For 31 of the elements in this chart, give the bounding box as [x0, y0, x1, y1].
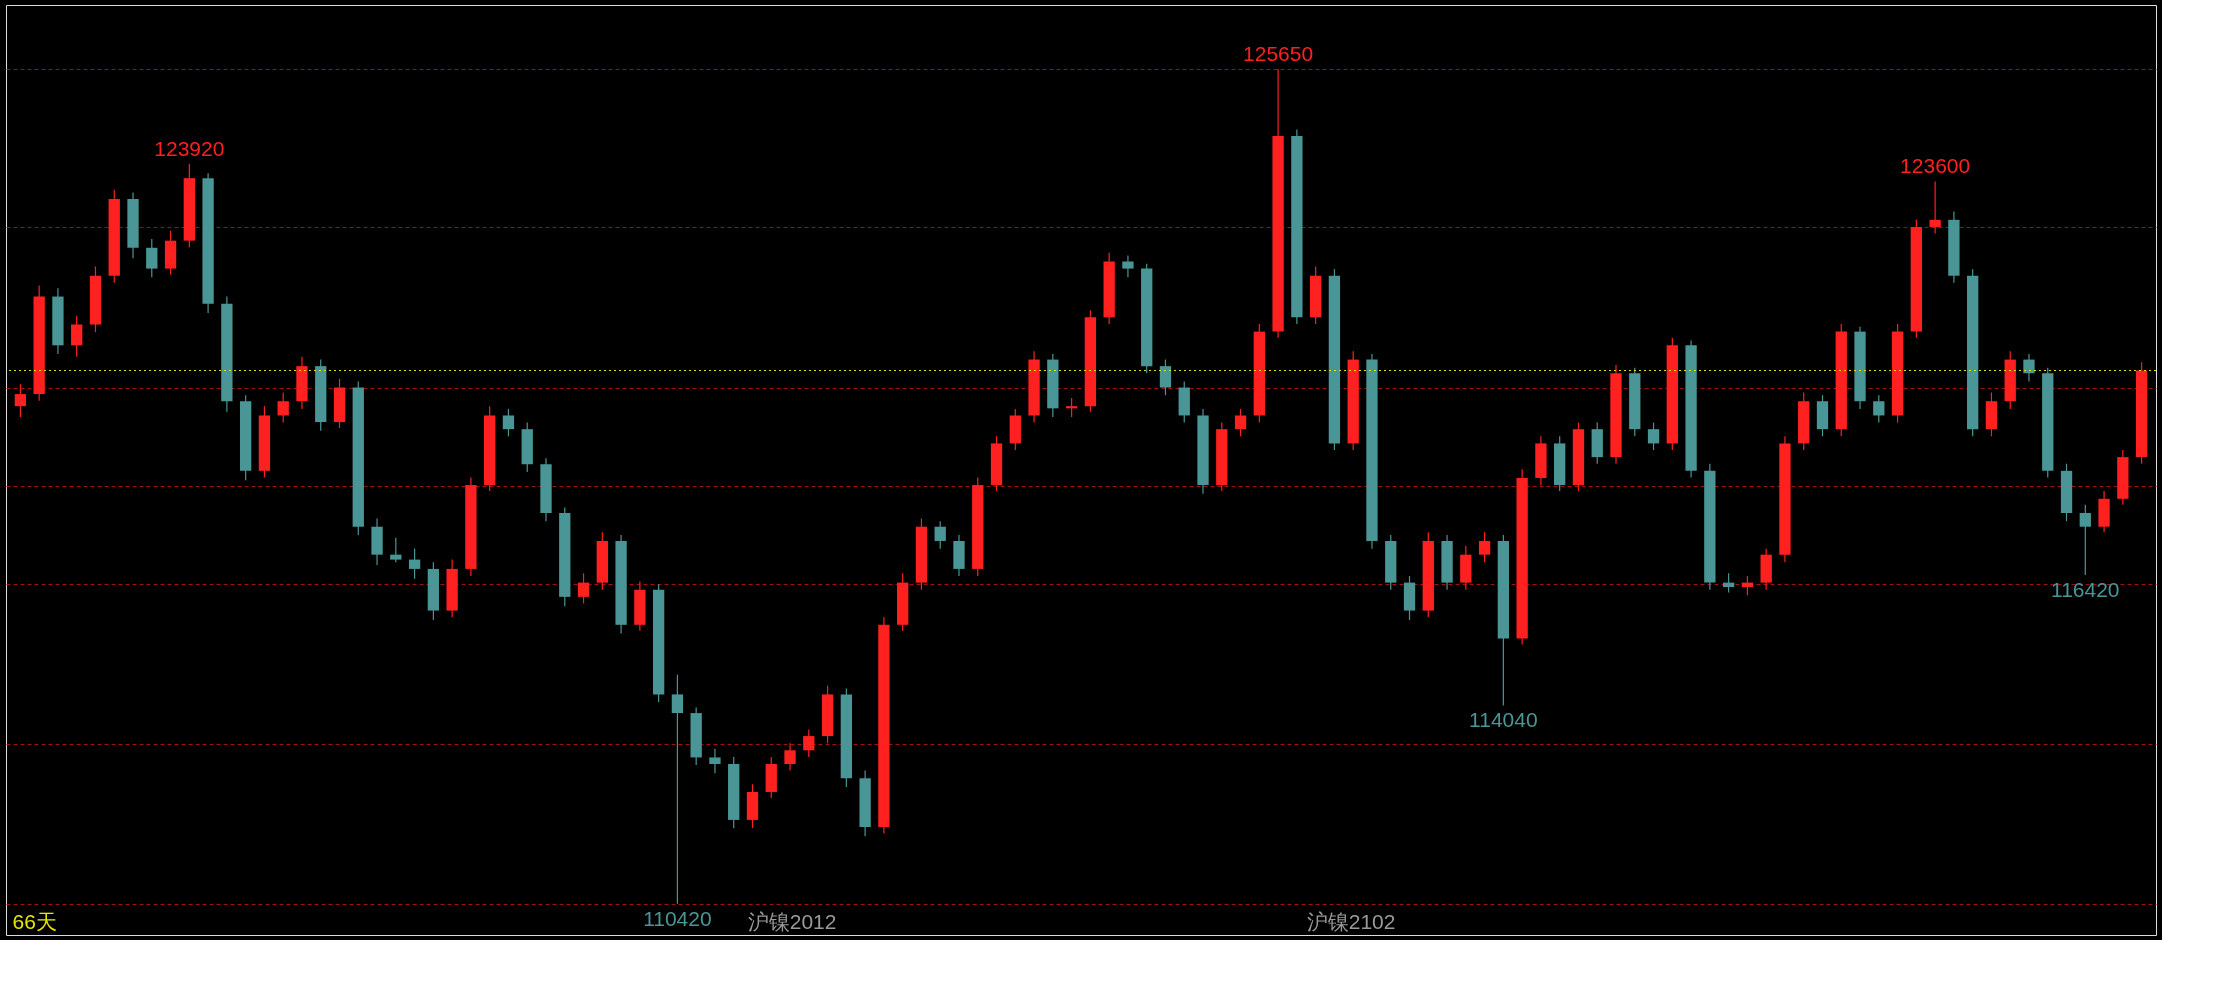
candlestick	[1122, 254, 1134, 278]
candlestick	[1159, 358, 1172, 396]
annotation: 123600	[1900, 154, 1971, 178]
candlestick	[709, 748, 721, 774]
candlestick	[803, 728, 815, 758]
candlestick	[1873, 394, 1885, 424]
candlestick	[1647, 422, 1660, 451]
candlestick	[934, 520, 946, 550]
annotation: 116420	[2051, 577, 2120, 601]
candlestick	[1478, 531, 1491, 563]
candlestick	[2023, 353, 2035, 383]
candlestick	[577, 572, 590, 605]
annotation: 沪镍2012	[747, 910, 837, 933]
annotation: 66天	[12, 910, 57, 933]
candlestick	[277, 391, 289, 424]
candlestick	[502, 408, 515, 437]
candlestick	[1234, 408, 1247, 437]
annotation: 114040	[1469, 708, 1538, 732]
annotation: 110420	[643, 906, 712, 930]
candlestick	[2079, 504, 2091, 576]
candlestick	[671, 674, 684, 905]
candlestick	[1929, 180, 1941, 235]
candlestick	[71, 315, 83, 358]
annotation: 125650	[1243, 42, 1314, 66]
annotation: 沪镍2102	[1306, 910, 1396, 933]
candlestick	[14, 383, 27, 418]
candlestick	[408, 548, 421, 580]
candlestick	[390, 537, 402, 563]
candlestick	[146, 238, 158, 278]
candlestick	[784, 742, 796, 772]
annotation: 123920	[154, 136, 225, 160]
